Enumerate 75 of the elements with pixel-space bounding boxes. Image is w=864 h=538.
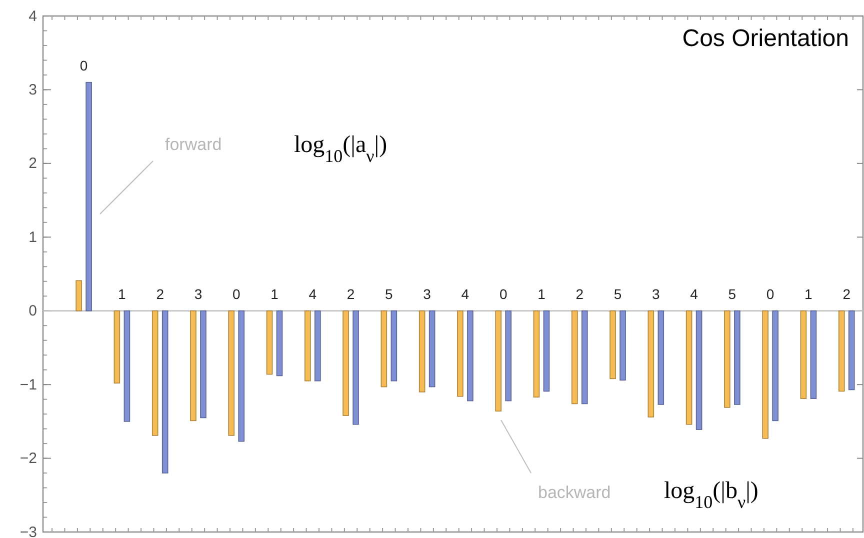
y-tick-label: 0 xyxy=(28,302,37,320)
bar xyxy=(342,310,349,416)
bar xyxy=(543,310,550,392)
x-tick-label: 1 xyxy=(538,286,546,302)
x-tick-label: 4 xyxy=(690,286,698,302)
y-tick-label: 2 xyxy=(28,155,37,172)
bar xyxy=(76,280,82,312)
bar xyxy=(86,82,92,312)
x-tick-label: 4 xyxy=(461,286,470,302)
y-tick-label: 4 xyxy=(28,8,37,25)
bar xyxy=(848,310,855,390)
bar xyxy=(495,310,502,412)
x-tick-label: 1 xyxy=(118,286,126,302)
x-tick-label: 2 xyxy=(346,286,355,302)
bar xyxy=(505,310,512,402)
x-tick-label: 5 xyxy=(614,286,622,302)
bar xyxy=(696,310,702,430)
x-tick-label: 5 xyxy=(385,286,394,302)
bar xyxy=(800,310,807,399)
bar xyxy=(228,310,235,436)
bar xyxy=(200,310,206,418)
bar xyxy=(762,310,768,439)
bar xyxy=(114,310,120,384)
bar xyxy=(620,310,626,381)
y-tick-label: 1 xyxy=(28,228,37,246)
x-tick-label: 2 xyxy=(842,286,851,302)
bar xyxy=(314,310,321,382)
annotation: forward xyxy=(165,135,222,154)
x-tick-label: 0 xyxy=(499,286,508,302)
annotation: backward xyxy=(538,483,611,502)
bar xyxy=(648,310,654,418)
x-tick-label: 3 xyxy=(652,286,660,302)
y-tick-label: −2 xyxy=(20,450,37,468)
bar xyxy=(304,310,311,382)
x-tick-label: 0 xyxy=(232,286,240,302)
annotation: log$_{10}$(|b$_{ν}$|) xyxy=(664,478,758,512)
bar xyxy=(238,310,245,442)
bar xyxy=(838,310,845,392)
chart-title: Cos Orientation xyxy=(682,25,849,52)
x-tick-label: 1 xyxy=(270,286,279,302)
x-tick-label: 5 xyxy=(728,286,736,302)
x-tick-label: 4 xyxy=(308,286,317,302)
bar xyxy=(533,310,540,398)
x-tick-label: 2 xyxy=(576,286,584,302)
bar xyxy=(658,310,664,405)
x-tick-label: 1 xyxy=(804,286,813,302)
bar xyxy=(428,310,436,388)
bar xyxy=(380,310,388,388)
x-tick-label: 3 xyxy=(423,286,432,302)
bar xyxy=(724,310,730,408)
bar xyxy=(152,310,158,436)
bar xyxy=(276,310,283,376)
bar xyxy=(352,310,359,425)
bar xyxy=(467,310,474,402)
bar xyxy=(734,310,740,405)
annotation: log$_{10}$(|a$_{ν}$|) xyxy=(294,132,388,166)
bar xyxy=(418,310,426,392)
bar xyxy=(390,310,398,382)
bar xyxy=(581,310,588,404)
bar xyxy=(124,310,130,422)
y-tick-label: −1 xyxy=(20,376,37,394)
y-tick-label: −3 xyxy=(20,524,37,538)
bar xyxy=(686,310,692,425)
bar xyxy=(810,310,817,399)
y-tick-label: 3 xyxy=(28,82,37,99)
bar xyxy=(162,310,168,474)
bar xyxy=(772,310,778,422)
bar xyxy=(457,310,464,397)
bar xyxy=(266,310,273,375)
bar xyxy=(190,310,196,422)
bar xyxy=(610,310,616,380)
bar xyxy=(571,310,578,404)
x-tick-label: 0 xyxy=(766,286,774,302)
x-tick-label: 3 xyxy=(194,286,202,302)
x-tick-label: 2 xyxy=(156,286,164,302)
